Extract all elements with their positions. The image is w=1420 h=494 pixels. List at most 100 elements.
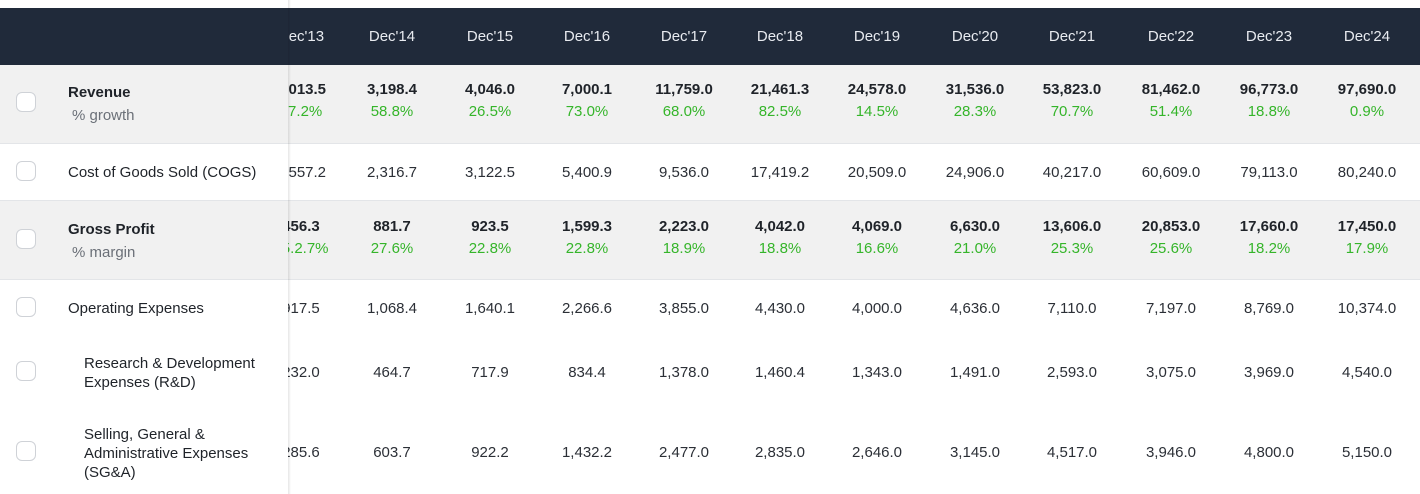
value-cell: 96,773.0 18.8% bbox=[1239, 81, 1299, 120]
value-cell: 4,800.0 bbox=[1243, 444, 1295, 461]
value-cell: 717.9 bbox=[471, 364, 509, 381]
value-cell: 1,599.3 22.8% bbox=[561, 218, 613, 257]
row-label-rnd[interactable]: Research & Development Expenses (R&D) bbox=[0, 337, 288, 408]
column-header-dec15[interactable]: Dec'15 bbox=[466, 28, 514, 45]
row-label-sga[interactable]: Selling, General & Administrative Expens… bbox=[0, 408, 288, 494]
value-cell: 1,343.0 bbox=[851, 364, 903, 381]
value-cell: 40,217.0 bbox=[1042, 164, 1102, 181]
value-cell: 6,630.0 21.0% bbox=[949, 218, 1001, 257]
row-checkbox-operating-expenses[interactable] bbox=[16, 297, 36, 317]
value-cell: 285.6 bbox=[282, 444, 320, 461]
value-cell: 1,460.4 bbox=[754, 364, 806, 381]
value-cell: 1,068.4 bbox=[366, 300, 418, 317]
row-label-text: Research & Development Expenses (R&D) bbox=[84, 355, 255, 391]
value-cell: 97,690.0 0.9% bbox=[1337, 81, 1397, 120]
row-label-cogs[interactable]: Cost of Goods Sold (COGS) bbox=[0, 144, 288, 201]
row-label-header bbox=[0, 8, 288, 65]
value-cell: 2,266.6 bbox=[561, 300, 613, 317]
column-header-dec16[interactable]: Dec'16 bbox=[563, 28, 611, 45]
value-cell: 3,198.4 58.8% bbox=[366, 81, 418, 120]
value-cell: 1,491.0 bbox=[949, 364, 1001, 381]
column-header-dec13[interactable]: Dec'13 bbox=[277, 28, 325, 45]
value-cell: 1,432.2 bbox=[561, 444, 613, 461]
column-header-dec19[interactable]: Dec'19 bbox=[853, 28, 901, 45]
column-header-dec22[interactable]: Dec'22 bbox=[1147, 28, 1195, 45]
row-sub-label: % growth bbox=[72, 107, 135, 124]
value-cell: 2,557.2 bbox=[275, 164, 327, 181]
row-label-gross-profit[interactable]: Gross Profit % margin bbox=[0, 201, 288, 280]
value-cell: 80,240.0 bbox=[1337, 164, 1397, 181]
value-cell: 3,122.5 bbox=[464, 164, 516, 181]
column-header-dec23[interactable]: Dec'23 bbox=[1245, 28, 1293, 45]
value-cell: 3,013.5 17.2% bbox=[275, 81, 327, 120]
value-cell: 3,969.0 bbox=[1243, 364, 1295, 381]
value-cell: 9,536.0 bbox=[658, 164, 710, 181]
value-cell: 5,150.0 bbox=[1341, 444, 1393, 461]
row-label-column: Revenue % growth Cost of Goods Sold (COG… bbox=[0, 0, 288, 494]
value-cell: 4,000.0 bbox=[851, 300, 903, 317]
value-cell: 2,223.0 18.9% bbox=[658, 218, 710, 257]
value-cell: 20,853.0 25.6% bbox=[1141, 218, 1201, 257]
value-cell: 1,640.1 bbox=[464, 300, 516, 317]
row-checkbox-gross-profit[interactable] bbox=[16, 229, 36, 249]
value-cell: 3,855.0 bbox=[658, 300, 710, 317]
value-cell: 2,835.0 bbox=[754, 444, 806, 461]
value-cell: 3,946.0 bbox=[1145, 444, 1197, 461]
row-checkbox-rnd[interactable] bbox=[16, 361, 36, 381]
value-cell: 4,636.0 bbox=[949, 300, 1001, 317]
row-label-text: Selling, General & Administrative Expens… bbox=[84, 426, 249, 481]
value-cell: 79,113.0 bbox=[1240, 164, 1298, 181]
value-cell: 8,769.0 bbox=[1243, 300, 1295, 317]
value-cell: 3,145.0 bbox=[949, 444, 1001, 461]
column-header-dec17[interactable]: Dec'17 bbox=[660, 28, 708, 45]
top-strip bbox=[0, 0, 1420, 8]
row-label-text: Cost of Goods Sold (COGS) bbox=[68, 164, 257, 181]
value-cell: 232.0 bbox=[282, 364, 320, 381]
value-cell: 2,646.0 bbox=[851, 444, 903, 461]
row-label-column-shadow bbox=[288, 0, 291, 494]
value-cell: 4,046.0 26.5% bbox=[464, 81, 516, 120]
value-cell: 603.7 bbox=[373, 444, 411, 461]
value-cell: 7,197.0 bbox=[1145, 300, 1197, 317]
value-cell: 4,517.0 bbox=[1046, 444, 1098, 461]
column-header-dec21[interactable]: Dec'21 bbox=[1048, 28, 1096, 45]
value-cell: 3,075.0 bbox=[1145, 364, 1197, 381]
value-cell: 24,578.0 14.5% bbox=[847, 81, 907, 120]
value-cell: 13,606.0 25.3% bbox=[1042, 218, 1102, 257]
value-cell: 4,540.0 bbox=[1341, 364, 1393, 381]
row-sub-label: % margin bbox=[72, 244, 136, 261]
value-cell: 2,477.0 bbox=[658, 444, 710, 461]
value-cell: 17,450.0 17.9% bbox=[1337, 218, 1397, 257]
value-cell: 917.5 bbox=[282, 300, 320, 317]
row-label-operating-expenses[interactable]: Operating Expenses bbox=[0, 280, 288, 337]
row-label-text: Operating Expenses bbox=[68, 300, 204, 317]
row-checkbox-revenue[interactable] bbox=[16, 92, 36, 112]
column-header-dec24[interactable]: Dec'24 bbox=[1343, 28, 1391, 45]
row-checkbox-cogs[interactable] bbox=[16, 161, 36, 181]
row-label-revenue[interactable]: Revenue % growth bbox=[0, 65, 288, 144]
value-cell: 10,374.0 bbox=[1337, 300, 1397, 317]
value-cell: 2,593.0 bbox=[1046, 364, 1098, 381]
value-cell: 17,660.0 18.2% bbox=[1239, 218, 1299, 257]
value-cell: 881.7 27.6% bbox=[370, 218, 414, 257]
value-cell: 11,759.0 68.0% bbox=[655, 81, 713, 120]
value-cell: 922.2 bbox=[471, 444, 509, 461]
value-cell: 4,042.0 18.8% bbox=[754, 218, 806, 257]
value-cell: 17,419.2 bbox=[750, 164, 810, 181]
value-cell: 31,536.0 28.3% bbox=[945, 81, 1005, 120]
value-cell: 21,461.3 82.5% bbox=[750, 81, 810, 120]
value-cell: 4,430.0 bbox=[754, 300, 806, 317]
value-cell: 5,400.9 bbox=[561, 164, 613, 181]
value-cell: 60,609.0 bbox=[1141, 164, 1201, 181]
value-cell: 7,110.0 bbox=[1047, 300, 1097, 317]
value-cell: 1,378.0 bbox=[658, 364, 710, 381]
value-cell: 7,000.1 73.0% bbox=[561, 81, 613, 120]
column-header-dec18[interactable]: Dec'18 bbox=[756, 28, 804, 45]
value-cell: 923.5 22.8% bbox=[468, 218, 512, 257]
column-header-dec14[interactable]: Dec'14 bbox=[368, 28, 416, 45]
column-header-dec20[interactable]: Dec'20 bbox=[951, 28, 999, 45]
value-cell: 2,316.7 bbox=[366, 164, 418, 181]
value-cell: 4,069.0 16.6% bbox=[851, 218, 903, 257]
row-checkbox-sga[interactable] bbox=[16, 441, 36, 461]
value-cell: 834.4 bbox=[568, 364, 606, 381]
